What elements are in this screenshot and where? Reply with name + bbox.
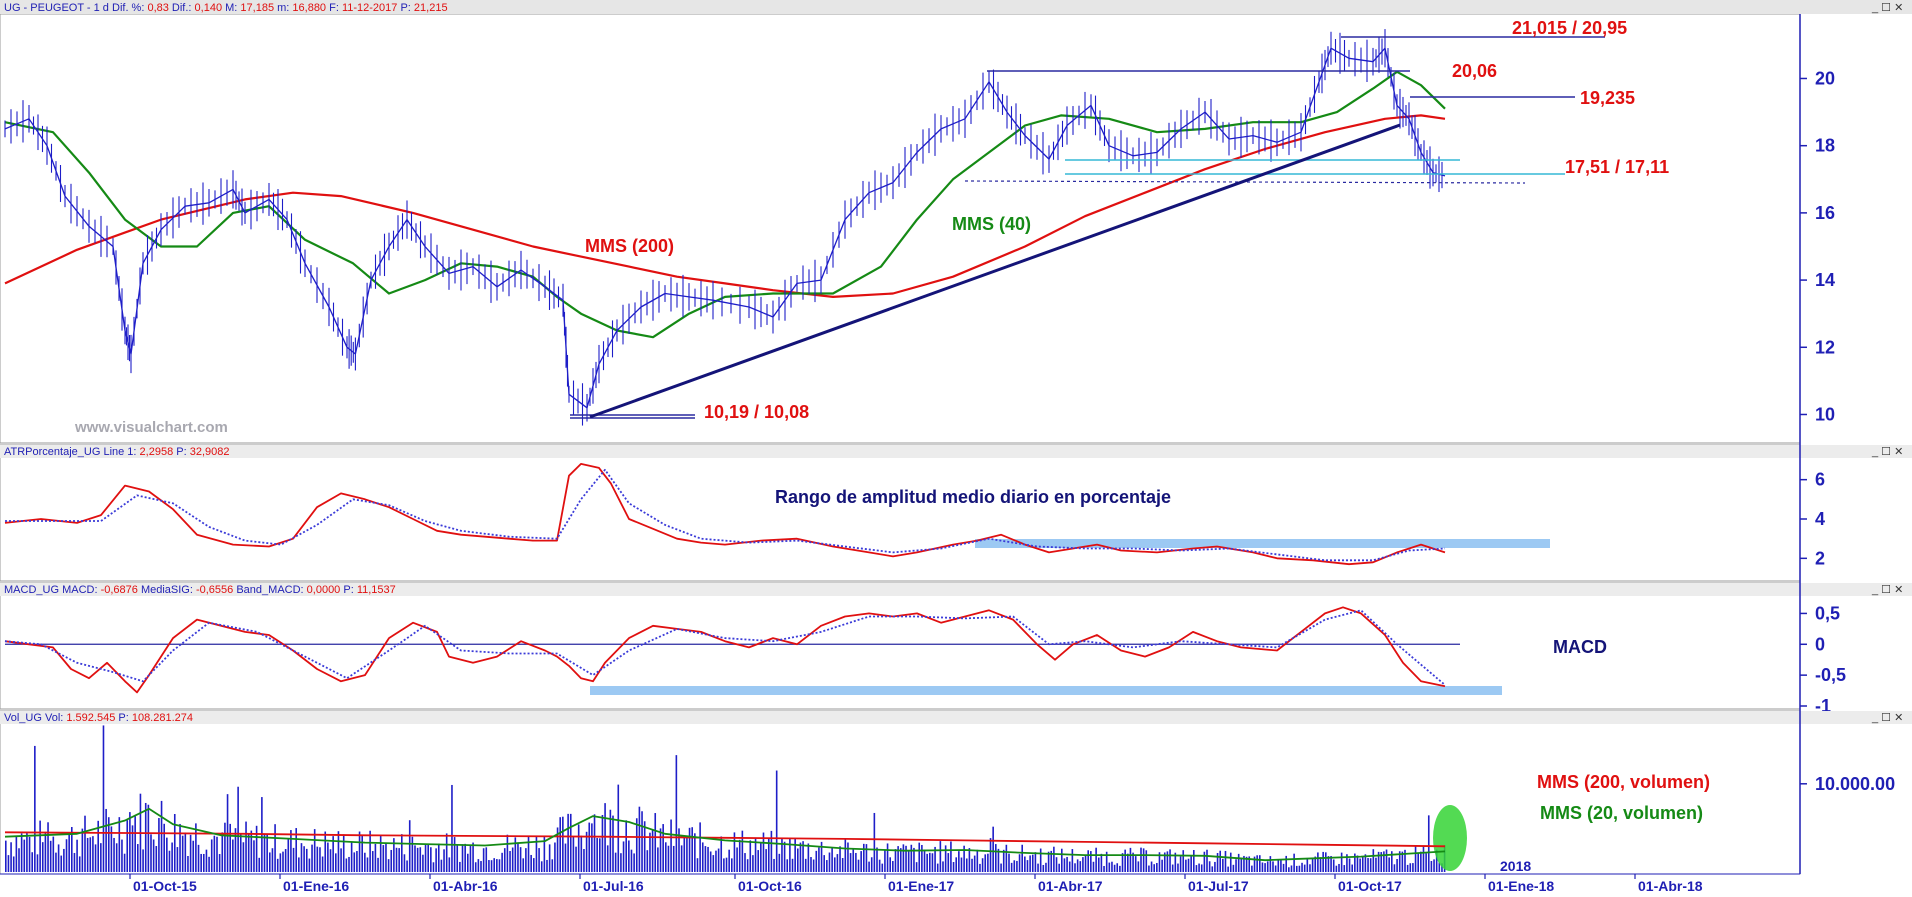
atr-band <box>975 539 1550 548</box>
volume-panel: Vol_UG Vol: 1.592.545 P: 108.281.274 10.… <box>0 710 1912 875</box>
macd-panel: MACD_UG MACD: -0,6876 MediaSIG: -0,6556 … <box>0 582 1912 716</box>
macd-series <box>4 606 1446 694</box>
vol-series-line-1 <box>4 807 1446 862</box>
x-tick-label: 01-Jul-16 <box>583 878 644 892</box>
svg-text:_ ☐ ✕: _ ☐ ✕ <box>1871 446 1903 458</box>
atr-series-line-0 <box>4 463 1446 566</box>
volume-bars <box>5 725 1446 872</box>
volume-series <box>4 807 1446 862</box>
price-y-tick: 16 <box>1815 203 1835 223</box>
price-y-tick: 10 <box>1815 404 1835 424</box>
price-y-tick: 14 <box>1815 270 1835 290</box>
x-tick-label: 01-Abr-18 <box>1638 878 1703 892</box>
label-1751: 17,51 / 17,11 <box>1565 157 1669 177</box>
label-atr: Rango de amplitud medio diario en porcen… <box>775 487 1171 507</box>
x-tick-label: 01-Ene-17 <box>888 878 954 892</box>
atr-y-tick: 6 <box>1815 470 1825 490</box>
atr-panel: ATRPorcentaje_UG Line 1: 2,2958 P: 32,90… <box>0 444 1912 582</box>
price-series <box>4 29 1446 426</box>
price-panel-header: UG - PEUGEOT - 1 d Dif. %: 0,83 Dif.: 0,… <box>4 2 448 14</box>
atr-series-line-1 <box>5 468 1446 562</box>
macd-y-tick: -0,5 <box>1815 665 1846 685</box>
volume-highlight <box>1433 805 1467 871</box>
x-tick-label: 01-Ene-16 <box>283 878 349 892</box>
x-tick-label: 01-Oct-15 <box>133 878 197 892</box>
volume-panel-header: Vol_UG Vol: 1.592.545 P: 108.281.274 <box>4 712 193 724</box>
price-panel: UG - PEUGEOT - 1 d Dif. %: 0,83 Dif.: 0,… <box>0 0 1912 444</box>
svg-text:_ ☐ ✕: _ ☐ ✕ <box>1871 712 1903 724</box>
label-mms200-vol: MMS (200, volumen) <box>1537 772 1710 792</box>
macd-band <box>590 686 1502 695</box>
atr-y-axis: 2 4 6 <box>1800 470 1825 568</box>
x-tick-label: 01-Oct-16 <box>738 878 802 892</box>
x-axis: 01-Oct-15 01-Ene-16 01-Abr-16 01-Jul-16 01-O… <box>0 858 1800 894</box>
vol-series-line-0 <box>4 831 1446 848</box>
label-mms20-vol: MMS (20, volumen) <box>1540 803 1703 823</box>
label-1019: 10,19 / 10,08 <box>704 402 809 422</box>
price-y-tick: 20 <box>1815 68 1835 88</box>
macd-y-tick: 0,5 <box>1815 603 1840 623</box>
watermark: www.visualchart.com <box>74 419 228 436</box>
trend-line <box>589 123 1401 419</box>
price-y-tick: 12 <box>1815 337 1835 357</box>
label-macd: MACD <box>1553 637 1607 657</box>
macd-panel-header: MACD_UG MACD: -0,6876 MediaSIG: -0,6556 … <box>4 584 396 596</box>
svg-text:_ ☐ ✕: _ ☐ ✕ <box>1871 584 1903 596</box>
price-series-line-0 <box>4 114 1446 298</box>
year-label: 2018 <box>1500 858 1531 874</box>
price-y-axis: 10 12 14 16 18 20 <box>1800 68 1835 424</box>
window-buttons[interactable]: _ ☐ ✕ _ ☐ ✕ _ ☐ ✕ _ ☐ ✕ <box>1871 2 1903 724</box>
label-2006: 20,06 <box>1452 61 1497 81</box>
atr-series <box>4 463 1446 566</box>
x-tick-label: 01-Oct-17 <box>1338 878 1402 892</box>
price-y-tick: 18 <box>1815 136 1835 156</box>
macd-series-line-0 <box>4 606 1446 694</box>
x-tick-label: 01-Ene-18 <box>1488 878 1554 892</box>
volume-y-axis: 10.000.00 <box>1800 774 1895 794</box>
atr-y-tick: 4 <box>1815 509 1825 529</box>
svg-text:_ ☐ ✕: _ ☐ ✕ <box>1871 2 1903 14</box>
label-19235: 19,235 <box>1580 88 1635 108</box>
vol-y-tick: 10.000.00 <box>1815 774 1895 794</box>
x-tick-label: 01-Abr-17 <box>1038 878 1103 892</box>
label-mms40: MMS (40) <box>952 214 1031 234</box>
label-21015: 21,015 / 20,95 <box>1512 18 1627 38</box>
x-tick-label: 01-Abr-16 <box>433 878 498 892</box>
atr-panel-header: ATRPorcentaje_UG Line 1: 2,2958 P: 32,90… <box>4 446 229 458</box>
atr-y-tick: 2 <box>1815 548 1825 568</box>
macd-y-tick: 0 <box>1815 634 1825 654</box>
x-tick-label: 01-Jul-17 <box>1188 878 1249 892</box>
label-mms200: MMS (200) <box>585 236 674 256</box>
